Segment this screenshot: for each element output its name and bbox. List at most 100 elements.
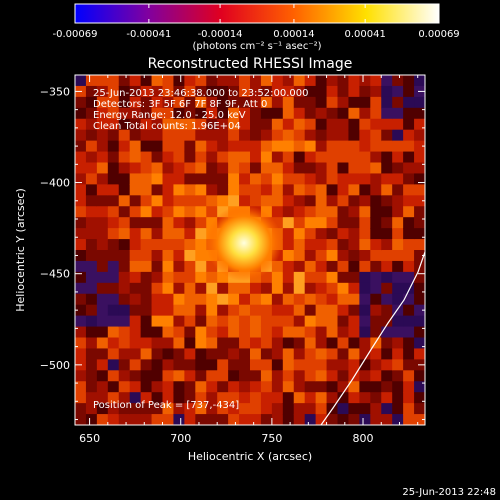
heatmap-cell <box>403 118 415 131</box>
heatmap-cell <box>403 315 415 328</box>
heatmap-cell <box>403 173 415 185</box>
heatmap-cell <box>271 129 284 142</box>
heatmap-cell <box>129 85 142 98</box>
heatmap-cell <box>206 129 218 142</box>
heatmap-cell <box>239 96 251 109</box>
heatmap-cell <box>85 173 98 185</box>
heatmap-cell <box>392 118 404 131</box>
heatmap-cell <box>271 162 284 175</box>
heatmap-cell <box>96 107 109 120</box>
heatmap-cell <box>217 184 229 196</box>
heatmap-cell <box>282 337 295 350</box>
heatmap-cell <box>381 107 393 120</box>
heatmap-cell <box>162 217 175 229</box>
heatmap-cell <box>260 370 273 382</box>
heatmap-cell <box>326 107 339 120</box>
heatmap-cell <box>370 217 382 229</box>
heatmap-cell <box>173 162 185 175</box>
heatmap-cell <box>392 381 404 393</box>
heatmap-cell <box>304 260 317 273</box>
heatmap-cell <box>151 315 164 328</box>
heatmap-cell <box>184 239 196 251</box>
heatmap-cell <box>162 151 175 164</box>
heatmap-cell <box>260 85 273 98</box>
heatmap-cell <box>206 271 218 284</box>
heatmap-cell <box>337 184 350 196</box>
heatmap-cell <box>293 118 306 131</box>
heatmap-cell <box>140 337 153 350</box>
heatmap-cell <box>151 195 164 207</box>
heatmap-cell <box>392 414 404 425</box>
heatmap-cell <box>304 381 317 393</box>
heatmap-cell <box>370 129 382 142</box>
heatmap-cell <box>140 184 153 196</box>
heatmap-cell <box>96 392 109 404</box>
heatmap-cell <box>151 75 164 87</box>
heatmap-cell <box>250 118 262 131</box>
heatmap-cell <box>326 96 339 109</box>
heatmap-cell <box>282 403 295 415</box>
heatmap-cell <box>118 370 131 382</box>
heatmap-cell <box>162 239 175 251</box>
heatmap-cell <box>140 195 153 207</box>
heatmap-cell <box>96 315 109 328</box>
heatmap-cell <box>304 359 317 371</box>
heatmap-cell <box>239 359 251 371</box>
heatmap-cell <box>359 293 371 306</box>
heatmap-cell <box>337 414 350 425</box>
heatmap-cell <box>271 359 284 371</box>
heatmap-cell <box>107 392 120 404</box>
heatmap-cell <box>304 337 317 350</box>
heatmap-cell <box>118 85 131 98</box>
heatmap-cell <box>118 140 131 153</box>
heatmap-cell <box>282 162 295 175</box>
heatmap-cell <box>162 381 175 393</box>
heatmap-cell <box>359 129 371 142</box>
heatmap-cell <box>304 315 317 328</box>
heatmap-cell <box>173 403 185 415</box>
heatmap-cell <box>140 403 153 415</box>
heatmap-cell <box>107 140 120 153</box>
heatmap-cell <box>348 271 360 284</box>
heatmap-cell <box>348 96 360 109</box>
heatmap-cell <box>403 162 415 175</box>
heatmap-cell <box>151 282 164 295</box>
heatmap-cell <box>250 107 262 120</box>
heatmap-cell <box>107 250 120 262</box>
heatmap-cell <box>96 326 109 339</box>
heatmap-cell <box>228 414 240 425</box>
heatmap-cell <box>239 129 251 142</box>
heatmap-cell <box>206 370 218 382</box>
heatmap-cell <box>337 129 350 142</box>
heatmap-cell <box>195 337 207 350</box>
heatmap-cell <box>271 337 284 350</box>
heatmap-cell <box>140 293 153 306</box>
heatmap-cell <box>304 217 317 229</box>
heatmap-cell <box>282 414 295 425</box>
heatmap-cell <box>85 151 98 164</box>
heatmap-cell <box>75 282 87 295</box>
heatmap-cell <box>337 337 350 350</box>
heatmap-cell <box>96 414 109 425</box>
heatmap-cell <box>392 140 404 153</box>
heatmap-cell <box>75 184 87 196</box>
heatmap-cell <box>403 195 415 207</box>
heatmap-cell <box>206 348 218 360</box>
heatmap-cell <box>75 271 87 284</box>
heatmap-cell <box>381 250 393 262</box>
heatmap-cell <box>403 85 415 98</box>
heatmap-cell <box>184 129 196 142</box>
heatmap-cell <box>392 260 404 273</box>
heatmap-cell <box>260 184 273 196</box>
heatmap-cell <box>414 118 425 131</box>
heatmap-cell <box>282 228 295 240</box>
colorbar-tick-label: -0.00041 <box>126 29 171 40</box>
heatmap-cell <box>414 184 425 196</box>
heatmap-cell <box>75 151 87 164</box>
heatmap-cell <box>381 184 393 196</box>
heatmap-cell <box>129 118 142 131</box>
heatmap-cell <box>304 239 317 251</box>
heatmap-cell <box>315 162 328 175</box>
heatmap-cell <box>173 140 185 153</box>
heatmap-cell <box>162 140 175 153</box>
